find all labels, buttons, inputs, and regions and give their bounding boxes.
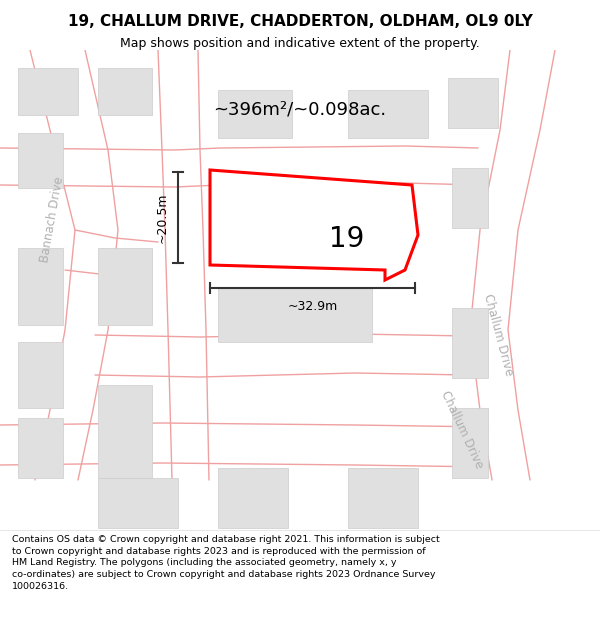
Polygon shape (98, 478, 178, 528)
Text: ~20.5m: ~20.5m (156, 192, 169, 242)
Polygon shape (452, 308, 488, 378)
Polygon shape (18, 418, 63, 478)
Text: Challum Drive: Challum Drive (481, 292, 515, 378)
Polygon shape (18, 68, 78, 115)
Polygon shape (98, 248, 152, 325)
Polygon shape (98, 68, 152, 115)
Polygon shape (98, 385, 152, 478)
Polygon shape (210, 170, 418, 280)
Polygon shape (348, 90, 428, 138)
Text: 19, CHALLUM DRIVE, CHADDERTON, OLDHAM, OL9 0LY: 19, CHALLUM DRIVE, CHADDERTON, OLDHAM, O… (68, 14, 532, 29)
Text: Map shows position and indicative extent of the property.: Map shows position and indicative extent… (120, 38, 480, 51)
Polygon shape (448, 78, 498, 128)
Text: Challum Drive: Challum Drive (439, 389, 485, 471)
Polygon shape (18, 342, 63, 408)
Polygon shape (348, 468, 418, 528)
Polygon shape (18, 133, 63, 188)
Polygon shape (18, 248, 63, 325)
Polygon shape (452, 408, 488, 478)
Text: ~396m²/~0.098ac.: ~396m²/~0.098ac. (214, 101, 386, 119)
Polygon shape (218, 468, 288, 528)
Text: Bannach Drive: Bannach Drive (38, 176, 66, 264)
Polygon shape (218, 288, 372, 342)
Polygon shape (452, 168, 488, 228)
Text: Contains OS data © Crown copyright and database right 2021. This information is : Contains OS data © Crown copyright and d… (12, 535, 440, 591)
Polygon shape (218, 90, 292, 138)
Text: 19: 19 (329, 225, 364, 253)
Text: ~32.9m: ~32.9m (287, 300, 338, 313)
